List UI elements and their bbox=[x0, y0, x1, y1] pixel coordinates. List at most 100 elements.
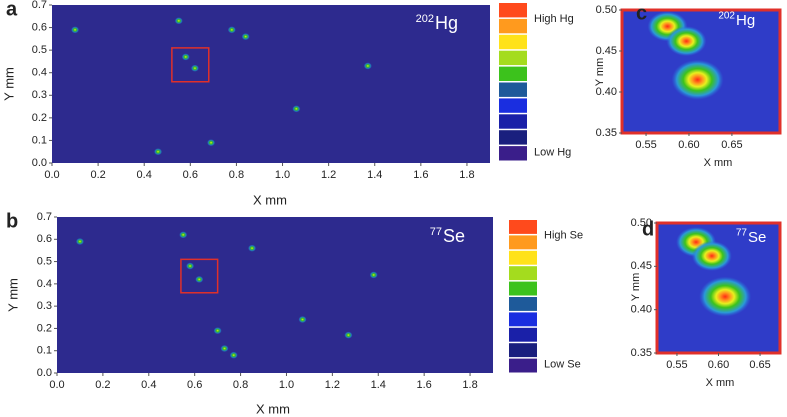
legend-high: High Se bbox=[544, 229, 583, 241]
legend-swatch bbox=[499, 82, 527, 97]
x-axis-label: X mm bbox=[256, 401, 290, 416]
y-tick-label: 0.6 bbox=[32, 21, 47, 33]
isotope-element: Hg bbox=[736, 12, 755, 29]
legend-swatch bbox=[499, 3, 527, 18]
hotspot bbox=[190, 64, 199, 72]
x-tick-label: 1.2 bbox=[325, 379, 340, 391]
hotspot bbox=[248, 244, 257, 252]
legend-swatch bbox=[509, 327, 537, 342]
y-tick-label: 0.1 bbox=[37, 345, 52, 357]
x-tick-label: 0.65 bbox=[721, 139, 742, 151]
hotspot bbox=[179, 231, 188, 239]
x-tick-label: 1.6 bbox=[413, 169, 428, 181]
legend-swatch bbox=[499, 114, 527, 129]
x-tick-label: 0.8 bbox=[229, 169, 244, 181]
y-tick-label: 0.3 bbox=[32, 89, 47, 101]
hotspot bbox=[369, 271, 378, 279]
hotspot bbox=[292, 105, 301, 113]
map-frame bbox=[620, 8, 782, 135]
hotspot bbox=[691, 240, 732, 271]
legend-swatch bbox=[499, 50, 527, 66]
y-tick-label: 0.40 bbox=[596, 86, 617, 98]
hotspot bbox=[195, 275, 204, 283]
y-tick-label: 0.1 bbox=[32, 134, 47, 146]
y-tick-label: 0.6 bbox=[37, 233, 52, 245]
y-axis-label: Y mm bbox=[5, 278, 20, 312]
x-tick-label: 0.0 bbox=[49, 379, 64, 391]
hotspot bbox=[227, 26, 236, 34]
legend-swatch bbox=[499, 18, 527, 34]
panel-letter: d bbox=[642, 218, 654, 240]
legend-swatch bbox=[499, 130, 527, 145]
legend-swatch bbox=[509, 220, 537, 234]
hotspot bbox=[229, 351, 238, 359]
legend-high: High Hg bbox=[534, 13, 574, 25]
legend-low: Low Hg bbox=[534, 146, 571, 158]
x-tick-label: 1.0 bbox=[279, 379, 294, 391]
x-axis-label: X mm bbox=[704, 157, 733, 169]
x-tick-label: 1.4 bbox=[371, 379, 386, 391]
hotspot bbox=[181, 53, 190, 61]
y-tick-label: 0.0 bbox=[37, 367, 52, 379]
legend-swatch bbox=[499, 146, 527, 161]
x-tick-label: 0.60 bbox=[678, 139, 699, 151]
isotope-mass: 77 bbox=[736, 228, 748, 239]
y-axis-label: Y mm bbox=[1, 67, 16, 101]
map-background bbox=[52, 5, 490, 163]
legend-swatch bbox=[499, 98, 527, 113]
legend-swatch bbox=[499, 66, 527, 81]
x-axis-label: X mm bbox=[706, 377, 735, 389]
hotspot bbox=[344, 331, 353, 339]
y-tick-label: 0.40 bbox=[631, 304, 652, 316]
y-tick-label: 0.50 bbox=[631, 217, 652, 229]
y-tick-label: 0.50 bbox=[596, 4, 617, 16]
x-tick-label: 0.4 bbox=[141, 379, 156, 391]
y-tick-label: 0.35 bbox=[631, 347, 652, 359]
y-tick-label: 0.45 bbox=[596, 45, 617, 57]
y-axis-label: Y mm bbox=[630, 273, 642, 302]
y-tick-label: 0.4 bbox=[37, 278, 52, 290]
x-tick-label: 0.60 bbox=[708, 359, 729, 371]
y-tick-label: 0.0 bbox=[32, 157, 47, 169]
y-tick-label: 0.2 bbox=[32, 112, 47, 124]
y-tick-label: 0.3 bbox=[37, 300, 52, 312]
hotspot bbox=[174, 17, 183, 25]
legend-swatch bbox=[499, 34, 527, 50]
y-tick-label: 0.35 bbox=[596, 127, 617, 139]
x-axis-label: X mm bbox=[253, 192, 287, 207]
legend-swatch bbox=[509, 297, 537, 311]
hotspot bbox=[220, 344, 229, 352]
x-tick-label: 1.2 bbox=[321, 169, 336, 181]
x-tick-label: 1.8 bbox=[462, 379, 477, 391]
y-tick-label: 0.2 bbox=[37, 322, 52, 334]
hotspot bbox=[363, 62, 372, 70]
legend-swatch bbox=[509, 312, 537, 327]
legend-swatch bbox=[509, 281, 537, 296]
legend-swatch bbox=[509, 235, 537, 250]
y-tick-label: 0.7 bbox=[32, 0, 47, 11]
isotope-mass: 77 bbox=[430, 226, 442, 238]
x-tick-label: 0.2 bbox=[95, 379, 110, 391]
panel-letter: a bbox=[6, 0, 18, 20]
y-tick-label: 0.5 bbox=[37, 255, 52, 267]
isotope-mass: 202 bbox=[718, 11, 735, 22]
x-tick-label: 0.6 bbox=[187, 379, 202, 391]
y-axis-label: Y mm bbox=[594, 58, 606, 87]
x-tick-label: 0.6 bbox=[183, 169, 198, 181]
hotspot bbox=[186, 262, 195, 270]
isotope-element: Hg bbox=[435, 13, 458, 33]
hotspot bbox=[666, 26, 707, 57]
isotope-mass: 202 bbox=[416, 13, 434, 25]
x-tick-label: 1.6 bbox=[417, 379, 432, 391]
hotspot bbox=[699, 276, 752, 317]
x-tick-label: 0.8 bbox=[233, 379, 248, 391]
y-tick-label: 0.7 bbox=[37, 211, 52, 223]
x-tick-label: 0.0 bbox=[44, 169, 59, 181]
hotspot bbox=[213, 327, 222, 335]
x-tick-label: 1.4 bbox=[367, 169, 382, 181]
hotspot bbox=[75, 238, 84, 246]
zoom-box bbox=[171, 47, 210, 83]
x-tick-label: 0.2 bbox=[90, 169, 105, 181]
x-tick-label: 0.4 bbox=[137, 169, 152, 181]
